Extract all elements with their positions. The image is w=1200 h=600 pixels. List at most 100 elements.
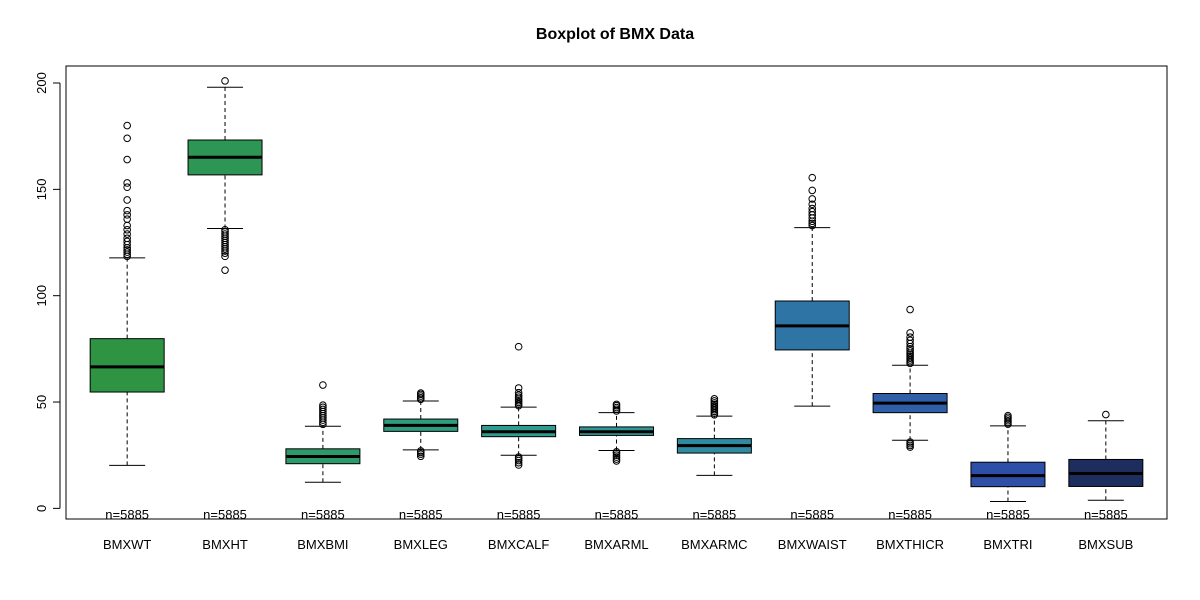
n-label: n=5885 [497, 507, 541, 522]
outlier-point [123, 179, 131, 187]
outlier-point [906, 438, 914, 446]
box-bmxarml [579, 400, 654, 465]
x-category-label: BMXSUB [1078, 537, 1133, 552]
outlier-point [123, 121, 131, 130]
x-category-label: BMXTRI [983, 537, 1032, 552]
outlier-point [123, 155, 131, 164]
y-axis: 0 50 100 150 200 [34, 72, 61, 512]
box-bmxarmc [676, 395, 752, 476]
outlier-point [123, 134, 131, 143]
y-tick-label: 150 [34, 179, 49, 201]
n-label: n=5885 [986, 507, 1030, 522]
outlier-point [906, 329, 914, 337]
x-category-label: BMXARMC [681, 537, 747, 552]
outlier-point [906, 347, 914, 355]
outlier-point [123, 221, 131, 230]
chart-title: Boxplot of BMX Data [536, 26, 694, 43]
outlier-point [123, 237, 131, 246]
box-bmxsub [1068, 410, 1144, 501]
box-bmxleg [383, 389, 459, 461]
outlier-point [808, 200, 817, 209]
outlier-point [123, 183, 131, 192]
outlier-point [612, 457, 621, 465]
n-label: n=5885 [692, 507, 736, 522]
outlier-point [808, 186, 817, 195]
y-tick-label: 200 [34, 72, 49, 94]
box-bmxwaist [774, 173, 850, 407]
outlier-point [808, 207, 817, 216]
outlier-point [612, 451, 621, 459]
outlier-point [319, 405, 327, 414]
outlier-point [221, 225, 229, 234]
boxes-layer [89, 77, 1144, 503]
outlier-point [123, 211, 131, 219]
n-label: n=5885 [888, 507, 932, 522]
outlier-point [319, 401, 327, 410]
outlier-point [123, 206, 131, 215]
x-category-label: BMXCALF [488, 537, 549, 552]
x-category-label: BMXBMI [297, 537, 348, 552]
outlier-point [808, 173, 817, 182]
outlier-point [612, 455, 621, 463]
outlier-point [710, 397, 719, 405]
outlier-point [514, 391, 523, 400]
x-category-label: BMXWAIST [778, 537, 847, 552]
outlier-point [514, 384, 523, 392]
outlier-point [514, 453, 523, 461]
x-category-label: BMXARML [584, 537, 648, 552]
outlier-point [808, 204, 817, 213]
outlier-point [612, 400, 621, 409]
plot-frame [65, 65, 1168, 520]
n-label: n=5885 [399, 507, 443, 522]
n-label: n=5885 [1084, 507, 1128, 522]
x-category-label: BMXHT [202, 537, 248, 552]
box-bmxthicr [872, 305, 948, 451]
box-iqr [89, 338, 165, 393]
outlier-point [221, 230, 229, 238]
outlier-point [1004, 411, 1012, 420]
outlier-point [808, 221, 817, 230]
outlier-point [906, 305, 914, 314]
outlier-point [221, 228, 229, 236]
n-label: n=5885 [790, 507, 834, 522]
x-axis-labels: BMXWT BMXHT BMXBMI BMXLEG BMXCALF BMXARML BMXA… [103, 537, 1133, 552]
outlier-point [221, 77, 229, 85]
outlier-point [612, 403, 621, 412]
outlier-point [123, 215, 131, 223]
box-bmxht [187, 77, 263, 274]
n-label: n=5885 [595, 507, 639, 522]
outlier-point [808, 195, 817, 203]
outlier-point [123, 225, 131, 234]
n-label: n=5885 [203, 507, 247, 522]
x-category-label: BMXWT [103, 537, 151, 552]
n-labels-layer: n=5885 n=5885 n=5885 n=5885 n=5885 n=5885 n=58… [105, 507, 1127, 522]
outlier-point [123, 196, 131, 204]
n-label: n=5885 [301, 507, 345, 522]
outlier-point [123, 230, 131, 238]
outlier-point [416, 389, 425, 397]
outlier-point [906, 345, 914, 353]
outlier-point [221, 252, 229, 261]
outlier-point [416, 452, 425, 461]
y-tick-label: 0 [34, 505, 49, 512]
x-category-label: BMXTHICR [876, 537, 944, 552]
outlier-point [123, 234, 131, 243]
outlier-point [514, 393, 523, 401]
box-bmxtri [970, 411, 1046, 503]
outlier-point [319, 403, 327, 412]
outlier-point [612, 447, 621, 456]
outlier-point [123, 246, 131, 254]
outlier-point [710, 395, 719, 403]
outlier-point [612, 453, 621, 461]
box-bmxcalf [481, 342, 557, 469]
n-label: n=5885 [105, 507, 149, 522]
x-category-label: BMXLEG [394, 537, 448, 552]
outlier-point [906, 336, 914, 345]
box-bmxbmi [285, 381, 361, 483]
outlier-point [906, 333, 914, 341]
y-tick-label: 100 [34, 285, 49, 307]
box-bmxwt [89, 121, 165, 466]
outlier-point [221, 266, 229, 274]
outlier-point [416, 447, 425, 455]
outlier-point [1102, 410, 1110, 419]
